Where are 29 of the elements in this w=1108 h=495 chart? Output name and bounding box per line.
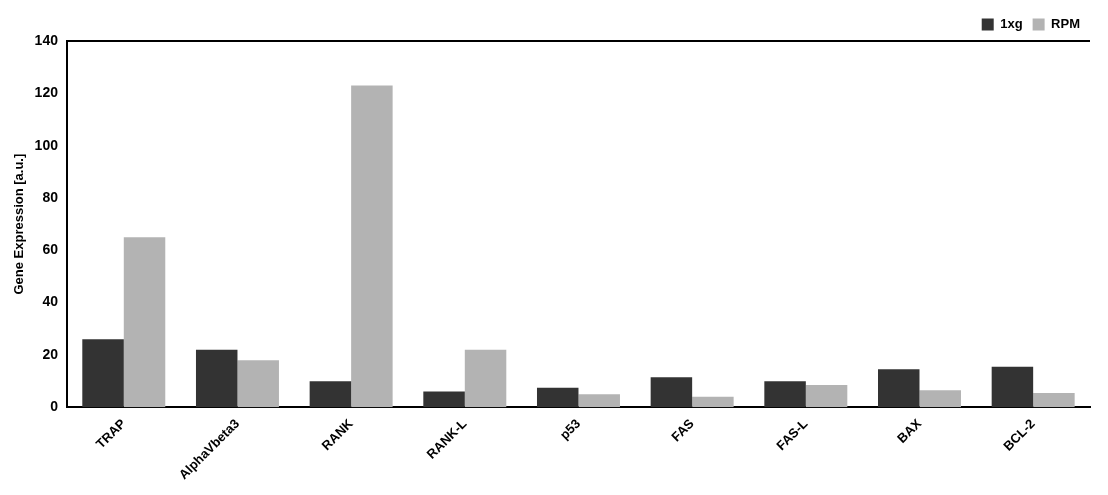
bar: [764, 381, 806, 408]
y-axis-title: Gene Expression [a.u.]: [11, 153, 27, 295]
bar: [650, 377, 693, 408]
y-tick-label: 0: [50, 398, 59, 415]
bar: [464, 349, 507, 408]
bar: [351, 85, 393, 408]
bar: [991, 366, 1034, 408]
bar: [1033, 392, 1075, 408]
y-tick-label: 40: [42, 293, 59, 310]
bar: [82, 339, 124, 408]
bar: [805, 385, 848, 408]
y-tick-label: 20: [42, 345, 59, 362]
y-tick-label: 100: [34, 136, 59, 153]
bar: [878, 369, 920, 408]
y-tick-label: 120: [34, 84, 59, 101]
bar: [423, 391, 465, 408]
bar: [536, 387, 579, 408]
bar: [919, 390, 961, 408]
bar: [195, 349, 238, 408]
legend-label: RPM: [1051, 16, 1080, 32]
bar: [123, 237, 166, 408]
bar: [309, 381, 352, 408]
y-tick-label: 140: [34, 31, 59, 48]
bar: [578, 394, 620, 408]
bar: [692, 396, 734, 408]
y-tick-label: 80: [42, 188, 59, 205]
bar: [237, 360, 279, 408]
legend-label: 1xg: [1000, 16, 1023, 32]
y-tick-label: 60: [42, 241, 59, 258]
